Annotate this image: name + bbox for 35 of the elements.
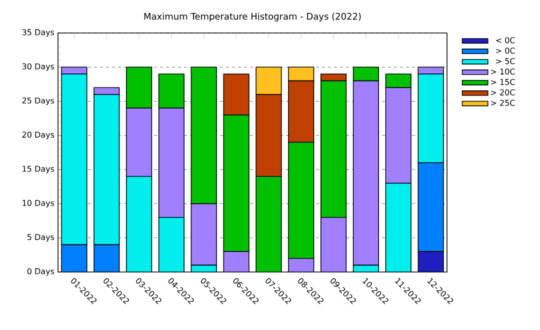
legend-label: > 0C xyxy=(496,48,515,54)
bar xyxy=(61,244,88,272)
bar xyxy=(385,74,412,88)
bar xyxy=(158,74,185,109)
bar xyxy=(223,251,250,272)
y-tick-label: 10 Days xyxy=(22,200,54,208)
y-tick-label: 5 Days xyxy=(27,234,54,242)
bar xyxy=(418,162,444,252)
bar xyxy=(386,183,412,272)
legend-label: > 25C xyxy=(491,100,515,106)
y-tick-label: 30 Days xyxy=(22,63,54,71)
bar xyxy=(320,217,346,272)
legend-label: > 5C xyxy=(496,58,515,64)
bar xyxy=(158,108,185,218)
bar xyxy=(190,203,217,266)
bar xyxy=(94,94,120,246)
bar xyxy=(418,74,444,164)
legend-label: > 20C xyxy=(491,89,515,96)
legend-label: > 15C xyxy=(491,78,515,85)
chart-title: Maximum Temperature Histogram - Days (2022) xyxy=(144,12,361,22)
y-tick-label: 35 Days xyxy=(22,29,54,37)
y-tick-label: 25 Days xyxy=(22,97,54,106)
bar xyxy=(126,108,152,177)
legend-label: > 10C xyxy=(491,68,515,75)
bar xyxy=(385,87,412,184)
y-tick-label: 0 Days xyxy=(27,268,54,276)
bar xyxy=(352,80,380,266)
legend-label: < 0C xyxy=(496,37,515,44)
bar xyxy=(61,74,88,246)
y-tick-label: 20 Days xyxy=(22,132,54,140)
bar xyxy=(158,216,185,272)
bar xyxy=(288,258,314,272)
bar xyxy=(126,176,152,272)
y-tick-label: 15 Days xyxy=(22,166,54,174)
bar xyxy=(94,244,120,272)
